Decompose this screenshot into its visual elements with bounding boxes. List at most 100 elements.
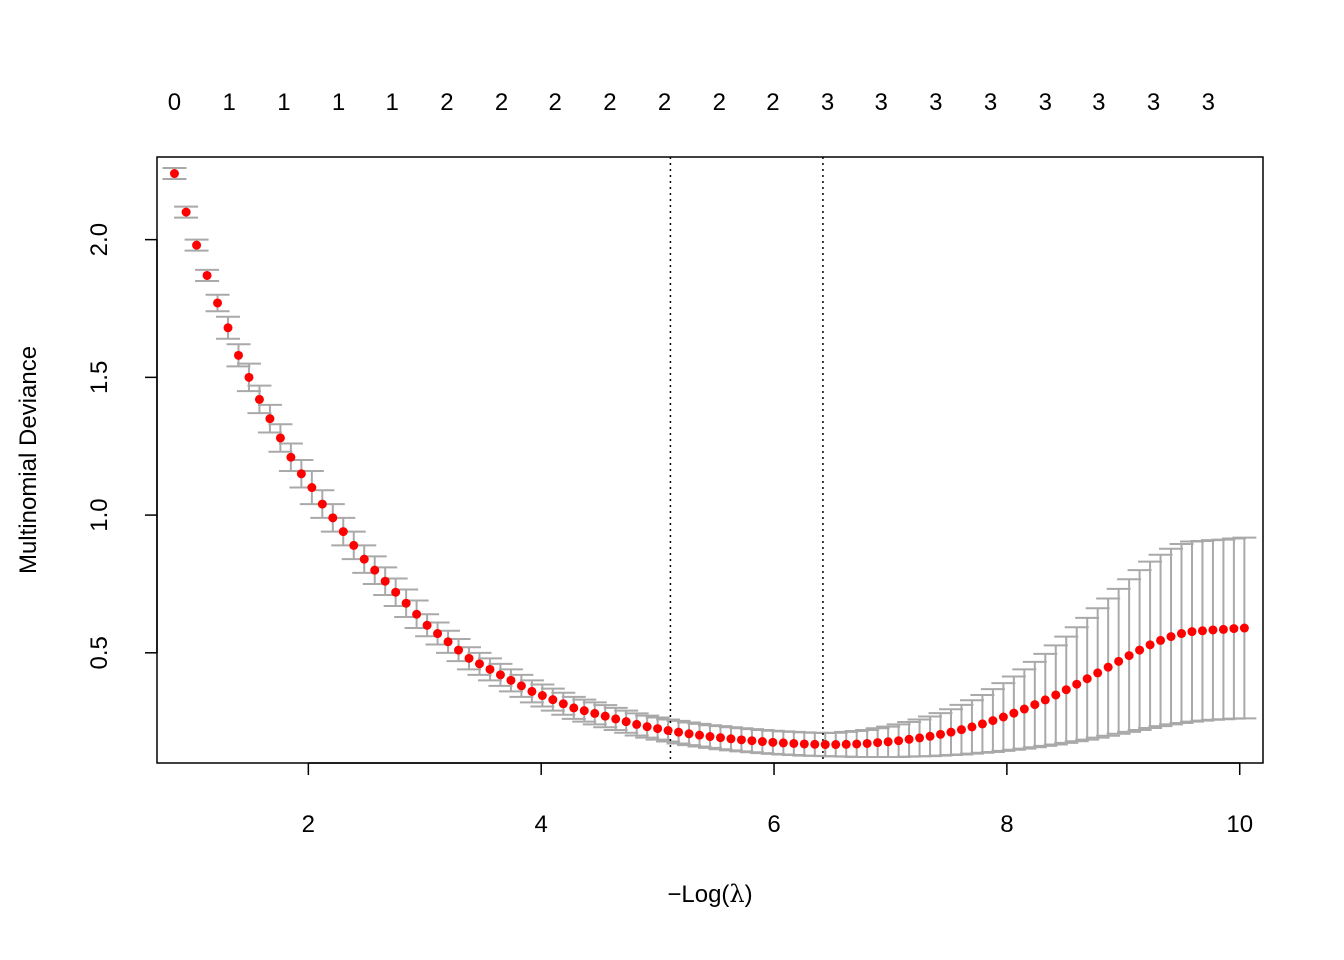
deviance-point bbox=[632, 719, 642, 729]
deviance-point bbox=[307, 483, 317, 493]
top-count-label: 3 bbox=[874, 89, 887, 116]
deviance-point bbox=[1093, 668, 1103, 678]
deviance-point bbox=[894, 736, 904, 746]
deviance-point bbox=[412, 609, 422, 619]
deviance-point bbox=[956, 725, 966, 735]
deviance-point bbox=[684, 729, 694, 739]
deviance-point bbox=[454, 645, 464, 655]
top-count-label: 1 bbox=[385, 89, 398, 116]
deviance-point bbox=[202, 270, 212, 280]
top-count-label: 3 bbox=[984, 89, 997, 116]
deviance-point bbox=[433, 629, 443, 639]
deviance-point bbox=[213, 298, 223, 308]
deviance-point bbox=[474, 659, 484, 669]
top-count-label: 3 bbox=[821, 89, 834, 116]
deviance-point bbox=[1040, 695, 1050, 705]
deviance-point bbox=[349, 540, 359, 550]
deviance-point bbox=[862, 738, 872, 748]
y-tick-label: 2.0 bbox=[86, 223, 113, 256]
deviance-point bbox=[736, 735, 746, 745]
deviance-point bbox=[653, 724, 663, 734]
deviance-point bbox=[1051, 690, 1061, 700]
deviance-point bbox=[380, 576, 390, 586]
deviance-point bbox=[1061, 685, 1071, 695]
top-count-label: 1 bbox=[332, 89, 345, 116]
deviance-point bbox=[841, 739, 851, 749]
y-tick-label: 0.5 bbox=[86, 636, 113, 669]
deviance-point bbox=[946, 727, 956, 737]
deviance-point bbox=[443, 637, 453, 647]
deviance-point bbox=[590, 708, 600, 718]
deviance-point bbox=[1072, 679, 1082, 689]
deviance-point bbox=[506, 675, 516, 685]
deviance-point bbox=[422, 620, 432, 630]
top-count-label: 2 bbox=[495, 89, 508, 116]
deviance-point bbox=[747, 736, 757, 746]
deviance-point bbox=[1019, 704, 1029, 714]
deviance-point bbox=[936, 729, 946, 739]
deviance-point bbox=[338, 527, 348, 537]
deviance-point bbox=[1239, 623, 1249, 633]
x-axis: 2 4 6 8 10 bbox=[302, 762, 1253, 838]
deviance-point bbox=[600, 711, 610, 721]
deviance-point bbox=[1103, 662, 1113, 672]
deviance-point bbox=[820, 740, 830, 750]
deviance-point bbox=[391, 587, 401, 597]
deviance-point bbox=[852, 739, 862, 749]
deviance-point bbox=[778, 738, 788, 748]
top-count-label: 3 bbox=[1039, 89, 1052, 116]
deviance-point bbox=[1166, 632, 1176, 642]
deviance-point bbox=[569, 703, 579, 713]
deviance-point bbox=[192, 240, 202, 250]
deviance-point bbox=[1187, 627, 1197, 637]
deviance-point bbox=[317, 499, 327, 509]
deviance-point bbox=[548, 695, 558, 705]
top-count-label: 3 bbox=[1092, 89, 1105, 116]
deviance-point bbox=[757, 737, 767, 747]
deviance-point bbox=[537, 691, 547, 701]
deviance-points bbox=[169, 169, 1249, 750]
top-count-label: 2 bbox=[548, 89, 561, 116]
deviance-point bbox=[1082, 674, 1092, 684]
deviance-point bbox=[1030, 700, 1040, 710]
deviance-point bbox=[286, 452, 296, 462]
deviance-point bbox=[715, 733, 725, 743]
deviance-point bbox=[799, 739, 809, 749]
deviance-point bbox=[789, 738, 799, 748]
deviance-point bbox=[1208, 625, 1218, 635]
x-tick-label: 2 bbox=[302, 811, 315, 838]
deviance-point bbox=[925, 731, 935, 741]
deviance-point bbox=[831, 740, 841, 750]
deviance-point bbox=[642, 722, 652, 732]
deviance-point bbox=[275, 433, 285, 443]
top-count-label: 2 bbox=[766, 89, 779, 116]
deviance-point bbox=[244, 372, 254, 382]
x-axis-title: −Log(λ) bbox=[667, 880, 752, 908]
deviance-point bbox=[181, 207, 191, 217]
top-count-label: 2 bbox=[603, 89, 616, 116]
top-count-label: 2 bbox=[440, 89, 453, 116]
deviance-point bbox=[516, 681, 526, 691]
deviance-point bbox=[485, 664, 495, 674]
top-count-label: 2 bbox=[713, 89, 726, 116]
deviance-point bbox=[915, 733, 925, 743]
deviance-point bbox=[527, 686, 537, 696]
deviance-point bbox=[1177, 629, 1187, 639]
deviance-point bbox=[1124, 651, 1134, 661]
x-tick-label: 6 bbox=[767, 811, 780, 838]
deviance-point bbox=[1197, 626, 1207, 636]
deviance-point bbox=[464, 653, 474, 663]
deviance-point bbox=[296, 469, 306, 479]
top-count-label: 3 bbox=[929, 89, 942, 116]
deviance-point bbox=[768, 737, 778, 747]
deviance-point bbox=[579, 706, 589, 716]
y-tick-label: 1.5 bbox=[86, 361, 113, 394]
selected-lambda-lines bbox=[669, 157, 824, 763]
deviance-point bbox=[988, 716, 998, 726]
top-count-label: 1 bbox=[277, 89, 290, 116]
deviance-point bbox=[558, 699, 568, 709]
deviance-point bbox=[495, 670, 505, 680]
deviance-point bbox=[233, 350, 243, 360]
deviance-point bbox=[1114, 656, 1124, 666]
